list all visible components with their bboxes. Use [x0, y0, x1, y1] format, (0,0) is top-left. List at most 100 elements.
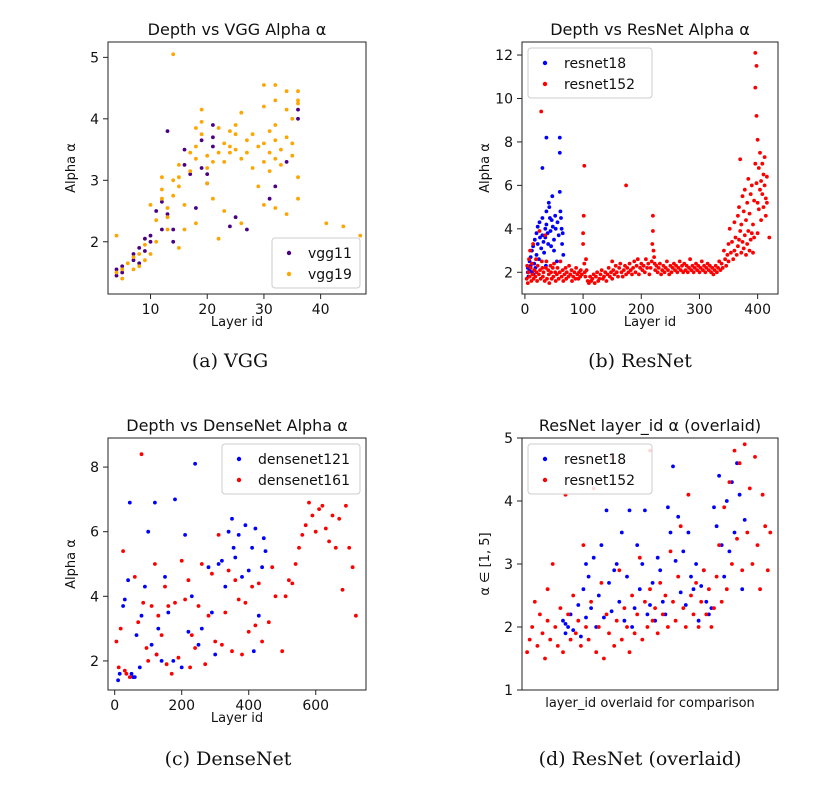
data-point [222, 209, 227, 213]
data-point [744, 253, 748, 257]
data-point [596, 593, 601, 598]
data-point [758, 187, 762, 192]
data-point [114, 233, 119, 238]
data-point [179, 665, 184, 670]
data-point [165, 215, 170, 220]
x-tick-label: 100 [570, 302, 597, 318]
data-point [153, 562, 157, 566]
data-point [599, 543, 604, 547]
data-point [173, 497, 177, 502]
data-point [205, 153, 210, 158]
data-point [260, 565, 264, 570]
data-point [211, 123, 215, 127]
data-point [681, 549, 686, 554]
data-point [284, 212, 289, 217]
y-tick-label: 2 [504, 265, 513, 281]
data-point [250, 584, 255, 589]
x-axis-label: Layer id [624, 315, 676, 330]
data-point [267, 169, 272, 174]
data-point [752, 198, 756, 203]
data-point [199, 562, 204, 566]
data-point [173, 600, 177, 605]
data-point [558, 259, 563, 264]
data-point [625, 574, 629, 579]
data-point [634, 263, 639, 268]
data-point [171, 52, 176, 57]
data-point [270, 565, 275, 570]
data-point [584, 625, 588, 629]
data-point [584, 615, 588, 620]
data-point [602, 615, 606, 620]
data-point [646, 261, 651, 266]
data-point [177, 246, 181, 250]
data-point [333, 545, 338, 550]
data-point [156, 626, 161, 631]
data-point [206, 565, 211, 570]
y-tick-label: 2 [90, 654, 99, 670]
data-point [262, 104, 266, 109]
data-point [641, 263, 646, 268]
data-point [544, 135, 549, 140]
plot-frame [107, 437, 367, 691]
data-point [740, 568, 745, 573]
data-point [553, 226, 558, 231]
data-point [541, 274, 545, 279]
data-point [188, 150, 193, 155]
chart-a: Depth vs VGG Alpha α 10 20 30 40 2 3 4 5 Layer id… [64, 20, 367, 330]
plot-frame [521, 41, 779, 295]
data-point [550, 562, 555, 566]
data-point [154, 218, 159, 223]
data-point [324, 221, 329, 226]
data-point [262, 141, 266, 146]
data-point [350, 565, 355, 570]
data-point [543, 226, 548, 231]
data-point [686, 530, 691, 535]
data-point [358, 233, 363, 238]
data-point [611, 268, 616, 272]
data-point [263, 549, 268, 553]
data-point [296, 116, 300, 121]
data-point [546, 242, 551, 246]
data-point [160, 227, 164, 232]
data-point [607, 631, 611, 636]
data-point [143, 242, 147, 247]
data-point [754, 64, 759, 68]
legend: densenet121 densenet161 [221, 443, 361, 495]
data-point [160, 199, 164, 204]
data-point [228, 224, 232, 229]
data-point [194, 221, 198, 226]
data-point [194, 206, 198, 210]
caption-d: (d) ResNet (overlaid) [538, 748, 742, 770]
data-point [196, 642, 201, 647]
data-point [699, 599, 704, 604]
data-point [696, 618, 701, 623]
y-tick-label: 1 [504, 683, 513, 699]
data-point [740, 587, 745, 592]
data-point [196, 604, 201, 608]
data-point [534, 253, 539, 257]
data-point [317, 507, 321, 511]
x-tick-label: 30 [255, 302, 273, 318]
data-point [284, 160, 289, 164]
data-point [556, 233, 561, 238]
data-point [617, 599, 622, 604]
data-point [544, 222, 549, 227]
chart-c: Depth vs DenseNet Alpha α 0 200 400 600 2 4 6 8 L… [64, 416, 367, 726]
data-point [605, 272, 610, 277]
data-point [122, 668, 127, 673]
data-point [751, 222, 755, 227]
data-point [653, 606, 657, 610]
data-point [131, 267, 136, 272]
data-point [650, 242, 655, 246]
data-point [747, 211, 752, 216]
data-point [273, 594, 278, 599]
data-point [658, 261, 662, 266]
data-point [576, 603, 581, 607]
data-point [726, 259, 731, 264]
data-point [555, 272, 559, 277]
data-point [116, 678, 120, 683]
data-point [256, 581, 261, 586]
data-point [719, 543, 724, 547]
data-point [127, 500, 132, 505]
data-point [742, 518, 747, 522]
